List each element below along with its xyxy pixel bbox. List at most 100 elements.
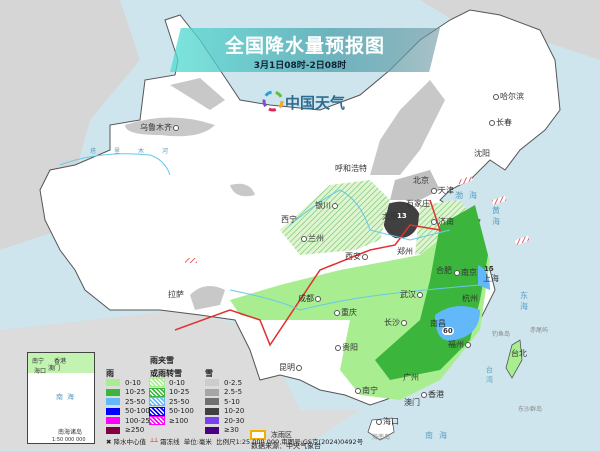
legend-label: ≥250 — [125, 426, 145, 435]
legend-item: 25-50 — [149, 397, 194, 407]
legend-item: 10-25 — [106, 388, 154, 398]
sea-label: 台湾 — [486, 366, 499, 384]
city-label: 福州 — [448, 340, 472, 349]
city-label: 南宁 — [354, 386, 378, 395]
island-label: 钓鱼岛 — [492, 331, 511, 338]
legend-label: 霜冻线 — [160, 438, 180, 446]
inset-title: 南海诸岛 — [58, 429, 83, 436]
legend-freezing-rain: 冻雨区 — [250, 429, 292, 440]
legend-rain-title: 雨 — [106, 369, 114, 378]
legend-swatch — [106, 379, 120, 387]
legend-swatch — [106, 388, 120, 396]
legend-item: 25-50 — [106, 397, 154, 407]
legend-item: 5-10 — [205, 397, 244, 407]
legend-label: 100-250 — [125, 416, 155, 425]
legend-label: 5-10 — [224, 397, 240, 406]
legend-swatch — [205, 426, 219, 434]
legend-swatch — [106, 407, 120, 415]
city-label: 澳门 — [404, 398, 420, 407]
city-label: 石家庄 — [406, 199, 430, 208]
legend-label: 2.5-5 — [224, 388, 243, 397]
logo: 中国天气 — [285, 92, 345, 113]
legend-item: ≥250 — [106, 426, 154, 436]
legend-item: 0-2.5 — [205, 378, 244, 388]
legend-mixed-title: 雨夹雪 — [150, 356, 174, 365]
legend-swatch — [149, 387, 165, 397]
city-label: 昆明 — [279, 363, 303, 372]
legend-item: 10-25 — [149, 387, 194, 398]
city-label: 成都 — [298, 294, 322, 303]
inset-label: 南宁 — [32, 358, 45, 365]
legend-item: 20-30 — [205, 416, 244, 426]
island-label: 海南岛 — [372, 434, 391, 441]
legend-item: 0-10 — [106, 378, 154, 388]
city-label: 台北 — [511, 349, 527, 358]
city-label: 乌鲁木齐 — [140, 123, 180, 132]
legend-swatch — [205, 398, 219, 406]
review-number: 审图号:GS京(2024)0492号 — [281, 438, 364, 446]
city-label: 银川 — [315, 201, 339, 210]
city-label: 长春 — [488, 118, 512, 127]
frost-line-icon: ┴┴ — [150, 438, 158, 446]
legend-label: 0-2.5 — [224, 378, 243, 387]
hainan-island — [367, 417, 395, 441]
legend-label: 0-10 — [169, 378, 185, 387]
city-label: 哈尔滨 — [492, 92, 524, 101]
city-label: 西安 — [345, 252, 369, 261]
legend-label: 50-100 — [169, 407, 194, 416]
legend-label: 25-50 — [169, 397, 190, 406]
legend-footer: ✖ 降水中心值 ┴┴ 霜冻线 单位:毫米 比例尺1:25 000 000 审图号… — [106, 436, 363, 446]
legend-swatch — [205, 407, 219, 415]
legend-label: 10-25 — [169, 388, 190, 397]
logo-text: 中国天气 — [285, 94, 346, 112]
legend-swatch — [149, 378, 165, 388]
tarim-river — [59, 153, 171, 176]
legend-item: 10-20 — [205, 407, 244, 417]
legend-swatch — [106, 426, 120, 434]
legend-item: 50-100 — [149, 406, 194, 417]
legend-snow-title: 雪 — [205, 369, 213, 378]
city-label: 郑州 — [397, 247, 413, 256]
taiwan-island — [505, 339, 523, 379]
precip-center-value: 60 — [442, 327, 454, 335]
city-label: 香港 — [420, 390, 444, 399]
legend-label: 冻雨区 — [271, 430, 292, 439]
city-label: 拉萨 — [168, 290, 184, 299]
city-label: 广州 — [403, 373, 419, 382]
island-label: 东沙群岛 — [518, 406, 543, 413]
unit-label: 单位:毫米 — [183, 438, 212, 446]
legend-mixed-title: 或雨转雪 — [150, 369, 182, 378]
legend-label: 20-30 — [224, 416, 245, 425]
city-label: 海口 — [375, 417, 399, 426]
city-label: 呼和浩特 — [335, 164, 367, 173]
sea-label: 渤海 — [455, 191, 483, 200]
city-label: 南京 — [453, 268, 477, 277]
city-label: 杭州 — [462, 294, 478, 303]
inset-label: 香港 — [54, 358, 67, 365]
legend-label: ≥30 — [224, 426, 239, 435]
legend-label: 10-20 — [224, 407, 245, 416]
city-label: 贵阳 — [334, 343, 358, 352]
sea-label: 黄海 — [492, 206, 506, 226]
inset-label: 澳门 — [48, 365, 61, 372]
scale-label: 比例尺1:25 000 000 — [216, 438, 280, 446]
city-label: 长沙 — [384, 318, 408, 327]
legend-snow: 雪 0-2.5 2.5-5 5-10 10-20 20-30 ≥30 — [205, 368, 244, 435]
freezing-rain-marker — [457, 175, 473, 186]
inset-label: 海口 — [34, 368, 47, 375]
yellow-river — [289, 189, 451, 241]
city-label: 兰州 — [300, 234, 324, 243]
legend-item: 50-100 — [106, 407, 154, 417]
legend-swatch — [149, 416, 165, 426]
precip-center-value: 13 — [397, 212, 407, 220]
legend-swatch — [205, 417, 219, 425]
legend-swatch — [149, 397, 165, 407]
freezing-rain-marker — [185, 258, 197, 263]
river-label: 塔里木河 — [90, 148, 187, 155]
city-label: 武汉 — [400, 290, 424, 299]
legend-label: 50-100 — [125, 407, 150, 416]
island-label: 赤尾屿 — [530, 327, 549, 334]
inset-scale: 1:50 000 000 — [52, 437, 86, 443]
page-title: 全国降水量预报图 — [224, 35, 385, 57]
